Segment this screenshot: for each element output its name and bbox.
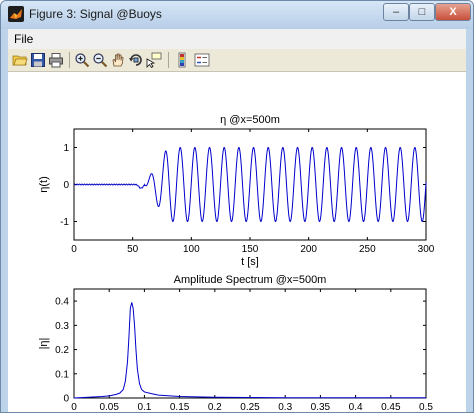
colorbar-icon[interactable] (174, 52, 190, 68)
figure-toolbar (8, 49, 466, 72)
menu-file[interactable]: File (14, 32, 33, 46)
x-tick-label: 0.45 (381, 402, 401, 413)
chart-title: η @x=500m (220, 114, 280, 126)
y-tick-label: 0.2 (55, 345, 69, 356)
menu-bar: File (8, 29, 466, 50)
x-tick-label: 0.05 (99, 402, 119, 413)
plot-axes-box (74, 289, 426, 398)
title-bar[interactable]: Figure 3: Signal @Buoys – □ X (1, 1, 473, 29)
y-tick-label: 0 (63, 394, 69, 405)
legend-icon[interactable] (194, 52, 210, 68)
print-icon[interactable] (48, 52, 64, 68)
y-tick-label: 0.3 (55, 321, 69, 332)
open-icon[interactable] (12, 52, 28, 68)
minimize-button[interactable]: – (383, 3, 409, 21)
y-tick-label: 1 (63, 143, 69, 154)
zoom-out-icon[interactable] (92, 52, 108, 68)
close-button[interactable]: X (435, 3, 471, 21)
x-tick-label: 0.5 (419, 402, 433, 413)
x-tick-label: 0 (71, 244, 77, 255)
maximize-button[interactable]: □ (409, 3, 435, 21)
x-tick-label: 250 (359, 244, 376, 255)
chart-title: Amplitude Spectrum @x=500m (174, 274, 327, 286)
x-tick-label: 0.35 (311, 402, 331, 413)
x-tick-label: 0.3 (278, 402, 292, 413)
figure-client-area: File (8, 29, 466, 413)
x-tick-label: 0.1 (137, 402, 151, 413)
x-tick-label: 50 (127, 244, 139, 255)
data-cursor-icon[interactable] (146, 52, 162, 68)
pan-hand-icon[interactable] (110, 52, 126, 68)
x-tick-label: 150 (242, 244, 259, 255)
toolbar-separator (168, 52, 169, 68)
x-tick-label: 0 (71, 402, 77, 413)
zoom-in-icon[interactable] (74, 52, 90, 68)
x-tick-label: 200 (300, 244, 317, 255)
matlab-app-icon (8, 6, 24, 22)
y-tick-label: 0.1 (55, 369, 69, 380)
y-tick-label: 0 (63, 180, 69, 191)
x-tick-label: 0.15 (170, 402, 190, 413)
rotate-3d-icon[interactable] (128, 52, 144, 68)
y-axis-label: η(t) (38, 176, 50, 193)
x-tick-label: 0.2 (208, 402, 222, 413)
y-tick-label: -1 (60, 217, 69, 228)
figure-canvas[interactable]: 0 50 100 150 200 250 300 -1 0 1 η @x=500m t [s] η(t)… (8, 72, 466, 413)
x-axis-label: t [s] (241, 256, 259, 268)
y-axis-label: |η| (38, 338, 50, 350)
save-icon[interactable] (30, 52, 46, 68)
toolbar-separator (69, 52, 70, 68)
x-tick-label: 0.4 (349, 402, 363, 413)
x-tick-label: 300 (418, 244, 435, 255)
x-tick-label: 0.25 (240, 402, 260, 413)
window-title: Figure 3: Signal @Buoys (29, 7, 162, 21)
x-tick-label: 100 (183, 244, 200, 255)
y-tick-label: 0.4 (55, 297, 69, 308)
figure-plots: 0 50 100 150 200 250 300 -1 0 1 η @x=500m t [s] η(t)… (8, 72, 466, 413)
